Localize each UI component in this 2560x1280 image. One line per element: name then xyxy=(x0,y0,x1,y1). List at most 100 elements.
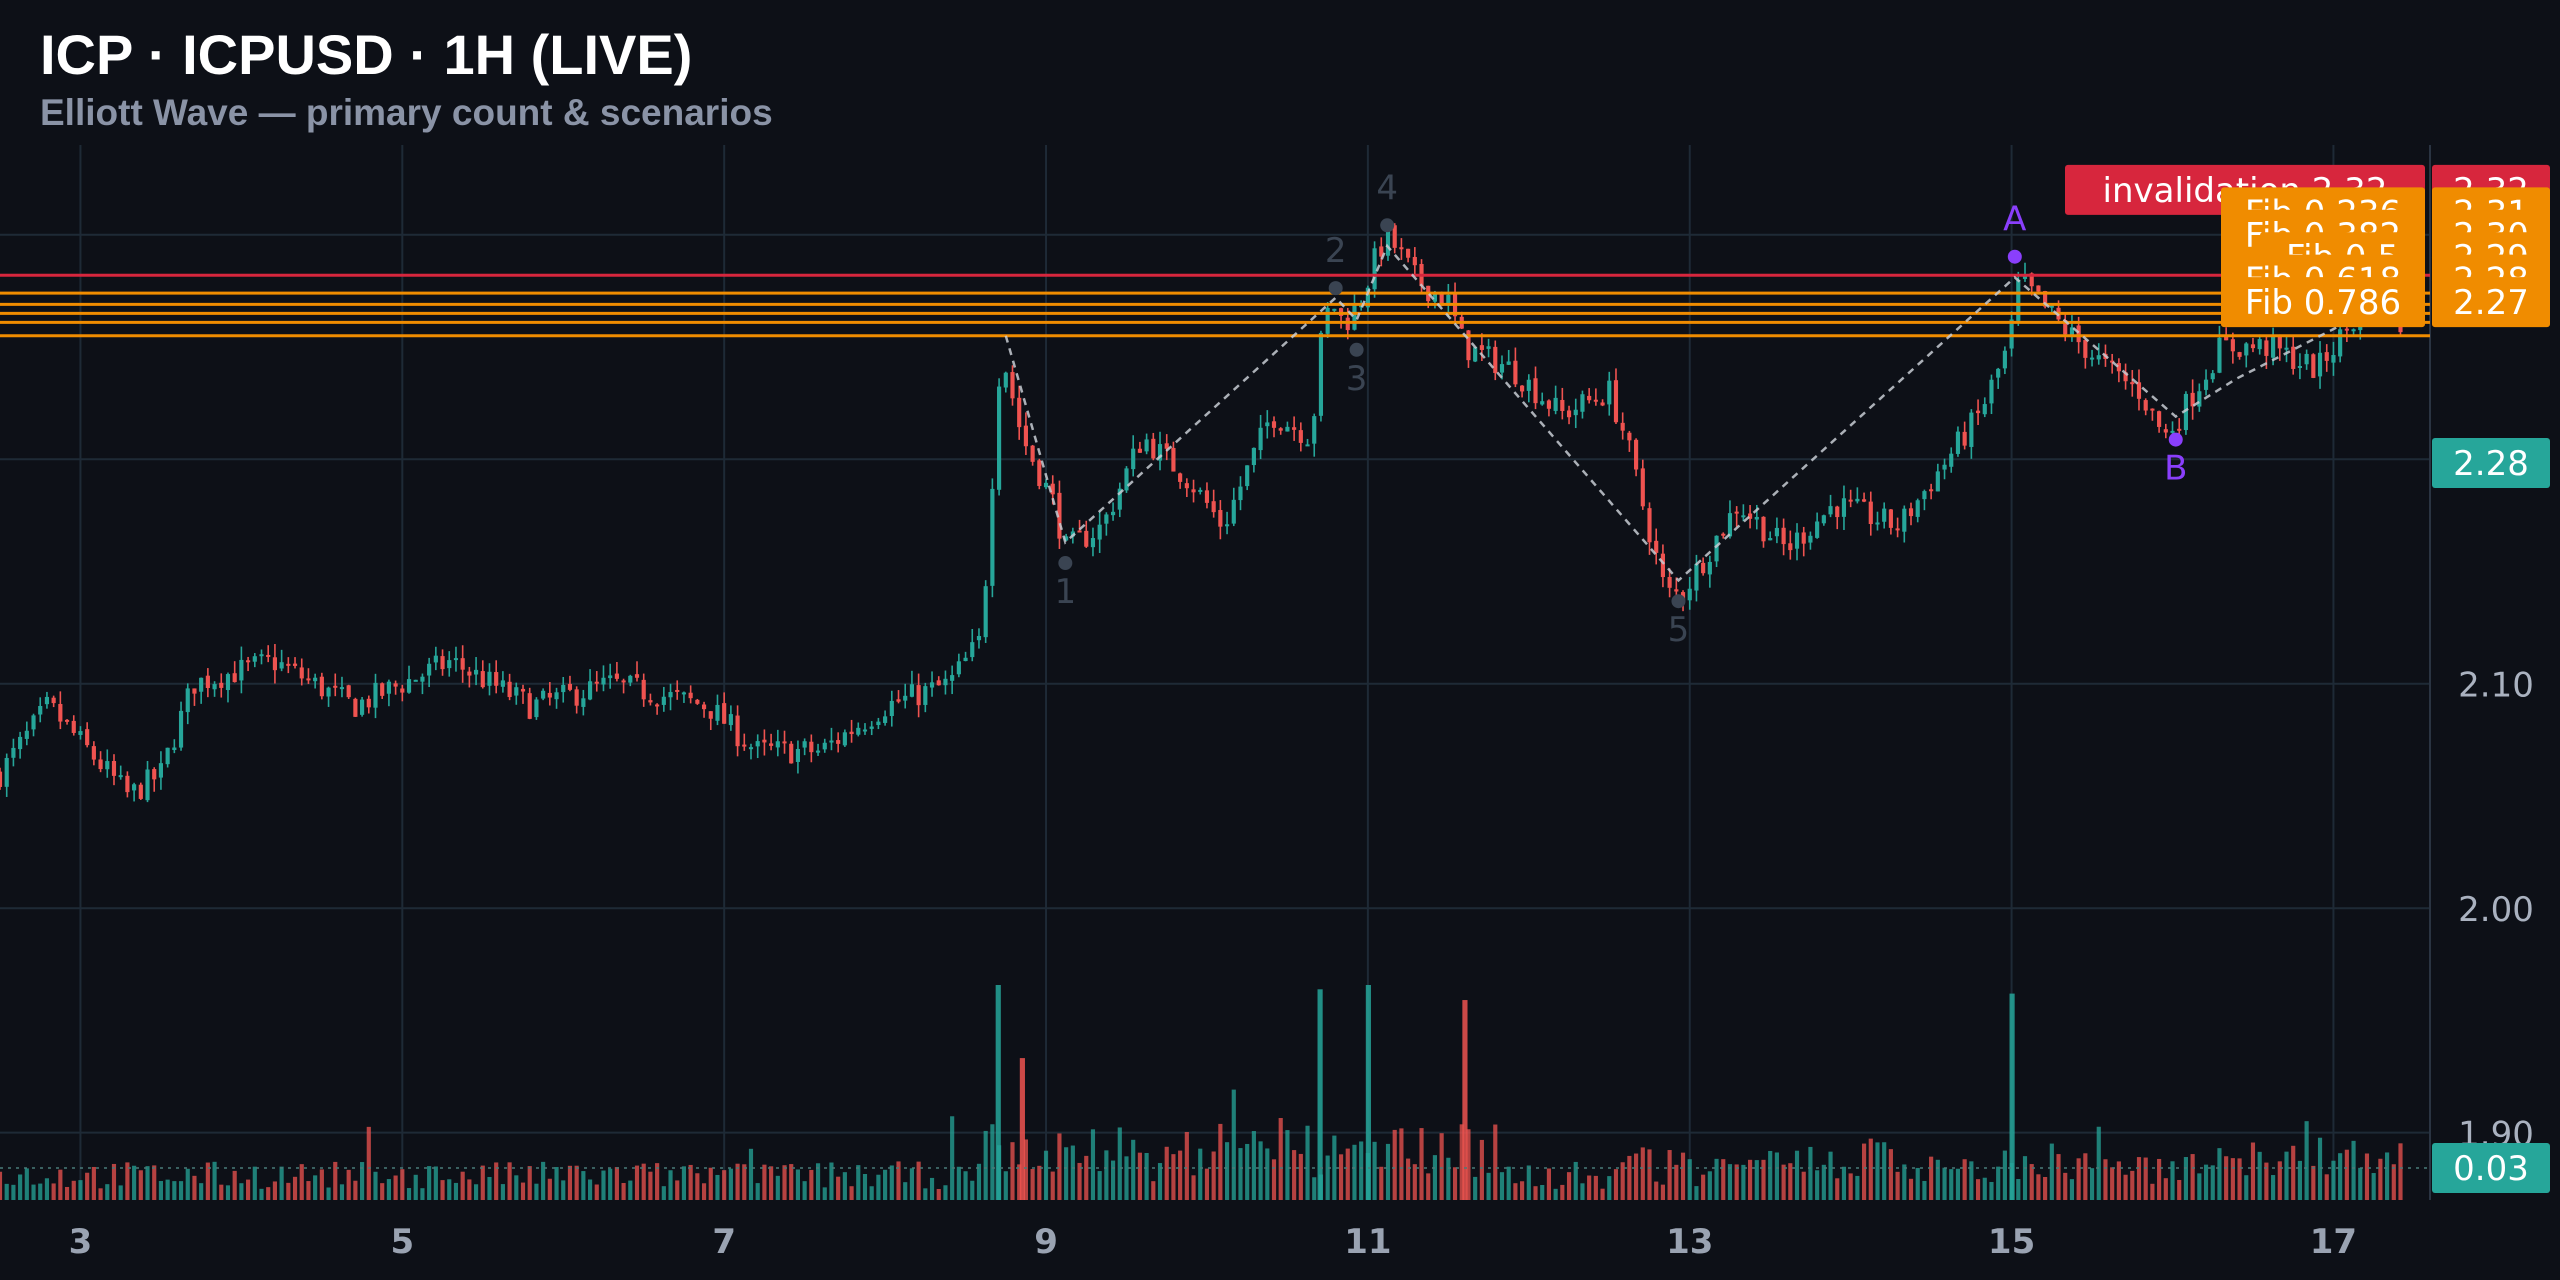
volume-bar xyxy=(1560,1184,1565,1200)
volume-bar xyxy=(85,1172,90,1200)
candle-body xyxy=(1238,486,1243,501)
volume-bar xyxy=(1949,1169,1954,1200)
candle-body xyxy=(205,675,210,689)
volume-bar xyxy=(272,1181,277,1200)
volume-bar xyxy=(1902,1164,1907,1200)
candle-body xyxy=(822,742,827,750)
candle-body xyxy=(1010,372,1015,399)
volume-bar xyxy=(1231,1089,1236,1200)
candle-body xyxy=(668,692,673,698)
volume-bar xyxy=(695,1173,700,1200)
volume-bar xyxy=(386,1179,391,1200)
volume-bar xyxy=(795,1169,801,1200)
candle-body xyxy=(997,386,1002,490)
wave-label-B: B xyxy=(2164,449,2187,489)
volume-bar xyxy=(1144,1152,1149,1200)
candle-body xyxy=(259,654,264,657)
candle-body xyxy=(1003,372,1008,388)
wave-point-1 xyxy=(1058,556,1073,571)
candle-body xyxy=(1171,447,1176,472)
volume-bar xyxy=(219,1184,224,1200)
volume-bar xyxy=(2116,1161,2121,1200)
volume-bar xyxy=(158,1181,164,1200)
volume-bar xyxy=(1982,1177,1987,1200)
candle-body xyxy=(735,715,740,747)
candle-body xyxy=(1546,400,1552,409)
volume-bar xyxy=(2271,1175,2276,1200)
volume-bar xyxy=(775,1175,780,1200)
candle-body xyxy=(648,700,653,703)
candle-body xyxy=(0,771,3,787)
volume-bar xyxy=(1788,1163,1793,1200)
candle-body xyxy=(373,682,378,708)
volume-bar xyxy=(1546,1168,1552,1200)
volume-bar xyxy=(2291,1145,2296,1200)
candle-body xyxy=(836,740,841,744)
candle-body xyxy=(480,671,485,688)
volume-bar xyxy=(809,1169,814,1200)
volume-bar xyxy=(1178,1150,1183,1200)
volume-spike-bar xyxy=(1019,1058,1025,1200)
candle-body xyxy=(762,739,767,743)
volume-bar xyxy=(1191,1175,1196,1200)
volume-bar xyxy=(1486,1172,1491,1200)
candle-body xyxy=(2331,355,2336,363)
volume-bar xyxy=(1660,1184,1665,1200)
candle-body xyxy=(990,488,995,586)
candle-body xyxy=(775,741,780,748)
candle-body xyxy=(608,675,613,679)
candle-body xyxy=(279,662,284,669)
candle-body xyxy=(688,692,693,699)
wave-point-4 xyxy=(1380,218,1395,233)
candle-body xyxy=(118,775,123,778)
candle-body xyxy=(1714,535,1719,562)
volume-bar xyxy=(132,1165,137,1200)
candle-body xyxy=(393,683,398,687)
candle-body xyxy=(661,696,666,705)
candle-body xyxy=(681,692,687,695)
candle-body xyxy=(1727,513,1733,537)
volume-bar xyxy=(2284,1151,2289,1200)
volume-bar xyxy=(2076,1158,2081,1200)
candle-body xyxy=(1285,426,1290,432)
volume-bar xyxy=(1452,1167,1458,1200)
candle-body xyxy=(1607,380,1612,405)
candle-body xyxy=(1533,378,1538,404)
volume-bar xyxy=(78,1180,83,1200)
candle-body xyxy=(2210,373,2215,380)
volume-bar xyxy=(2170,1161,2175,1200)
volume-bar xyxy=(1908,1178,1914,1200)
candle-body xyxy=(641,679,646,700)
candle-body xyxy=(473,669,479,675)
candle-body xyxy=(85,729,90,746)
volume-bar xyxy=(541,1161,546,1200)
volume-bar xyxy=(594,1184,599,1200)
candle-body xyxy=(2043,291,2048,307)
volume-bar xyxy=(547,1178,552,1200)
candle-body xyxy=(2083,340,2088,358)
candle-body xyxy=(722,703,727,724)
candle-body xyxy=(1124,468,1129,491)
candle-body xyxy=(936,680,941,686)
candle-body xyxy=(232,673,237,683)
candle-body xyxy=(748,747,754,750)
candle-body xyxy=(1768,538,1773,541)
candle-body xyxy=(4,757,9,787)
volume-bar xyxy=(1855,1175,1860,1200)
volume-bar xyxy=(889,1165,894,1200)
volume-bar xyxy=(1070,1145,1075,1200)
volume-bar xyxy=(1748,1159,1753,1200)
candle-body xyxy=(581,698,586,707)
volume-bar xyxy=(1218,1123,1223,1200)
volume-bar xyxy=(1446,1157,1451,1200)
volume-bar xyxy=(983,1130,988,1200)
volume-bar xyxy=(1003,1171,1008,1200)
volume-bar xyxy=(641,1163,646,1200)
candle-body xyxy=(1989,379,1994,404)
candle-body xyxy=(1821,515,1826,524)
volume-bar xyxy=(2157,1158,2162,1200)
volume-bar xyxy=(688,1164,693,1200)
volume-bar xyxy=(802,1181,807,1200)
x-tick-label: 3 xyxy=(69,1222,93,1262)
